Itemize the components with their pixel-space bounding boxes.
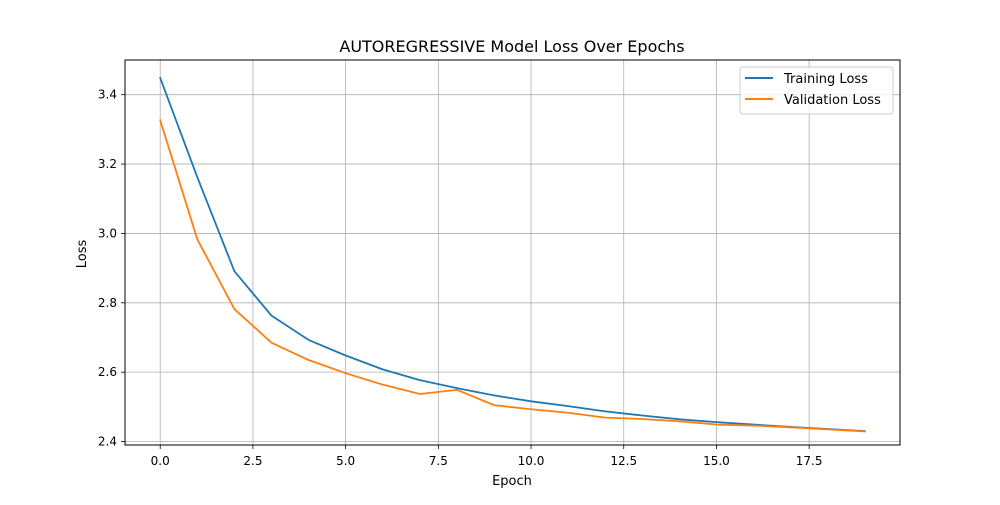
x-tick-label: 12.5 [610, 454, 637, 468]
grid-lines [125, 60, 900, 445]
legend: Training Loss Validation Loss [739, 66, 894, 115]
chart-title: AUTOREGRESSIVE Model Loss Over Epochs [339, 37, 684, 56]
y-tick-label: 2.8 [98, 296, 117, 310]
x-tick-label: 10.0 [518, 454, 545, 468]
validation-loss-line [159, 119, 866, 433]
y-tick-label: 3.4 [98, 88, 117, 102]
legend-box [739, 66, 894, 115]
axis-ticks: 0.0 2.5 5.0 7.5 10.0 12.5 15.0 17.5 2.4 2.6 2.8 3.0… [98, 88, 823, 468]
plot-area-frame [124, 59, 901, 446]
training-loss-line [159, 76, 866, 433]
legend-label-validation: Validation Loss [784, 93, 881, 108]
y-axis-label: Loss [75, 240, 90, 269]
y-tick-label: 3.2 [98, 157, 117, 171]
y-tick-label: 3.0 [98, 226, 117, 240]
x-tick-label: 15.0 [703, 454, 730, 468]
legend-label-training: Training Loss [783, 72, 868, 87]
x-tick-label: 7.5 [429, 454, 448, 468]
x-tick-label: 5.0 [336, 454, 355, 468]
x-tick-label: 17.5 [796, 454, 823, 468]
x-tick-label: 0.0 [151, 454, 170, 468]
x-axis-label: Epoch [492, 474, 532, 489]
y-tick-label: 2.4 [98, 435, 117, 449]
y-tick-label: 2.6 [98, 365, 117, 379]
series-lines [159, 76, 866, 433]
x-tick-label: 2.5 [243, 454, 262, 468]
